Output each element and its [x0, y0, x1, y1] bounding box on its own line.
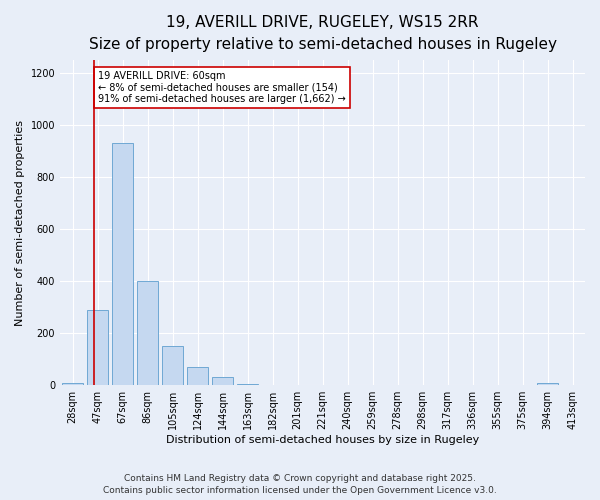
- Bar: [137, 281, 158, 385]
- Bar: [62, 382, 83, 385]
- Bar: [537, 383, 558, 385]
- X-axis label: Distribution of semi-detached houses by size in Rugeley: Distribution of semi-detached houses by …: [166, 435, 479, 445]
- Y-axis label: Number of semi-detached properties: Number of semi-detached properties: [15, 120, 25, 326]
- Text: Contains HM Land Registry data © Crown copyright and database right 2025.
Contai: Contains HM Land Registry data © Crown c…: [103, 474, 497, 495]
- Bar: [237, 384, 258, 385]
- Bar: [212, 378, 233, 385]
- Bar: [162, 346, 183, 385]
- Text: 19 AVERILL DRIVE: 60sqm
← 8% of semi-detached houses are smaller (154)
91% of se: 19 AVERILL DRIVE: 60sqm ← 8% of semi-det…: [98, 70, 346, 104]
- Bar: [87, 310, 108, 385]
- Title: 19, AVERILL DRIVE, RUGELEY, WS15 2RR
Size of property relative to semi-detached : 19, AVERILL DRIVE, RUGELEY, WS15 2RR Siz…: [89, 15, 557, 52]
- Bar: [187, 367, 208, 385]
- Bar: [112, 144, 133, 385]
